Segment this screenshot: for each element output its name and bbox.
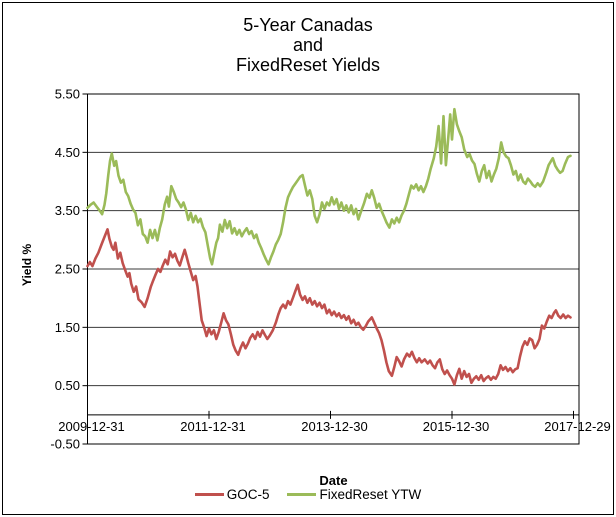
legend-label-fixedreset: FixedReset YTW: [319, 487, 422, 502]
y-tick-label: 0.50: [55, 378, 80, 393]
y-tick-label: 2.50: [55, 262, 80, 277]
series-line-goc-5: [86, 228, 572, 386]
x-tick-label: 2017-12-29: [544, 419, 611, 434]
fixedreset-line-swatch: [287, 493, 317, 496]
chart-title-line-2: and: [292, 35, 324, 55]
legend-item-fixedreset: FixedReset YTW: [287, 487, 421, 502]
x-tick-label: 2011-12-31: [180, 419, 246, 434]
series-line-fixedreset-ytw: [86, 107, 572, 266]
x-tick-label: 2009-12-31: [58, 419, 125, 434]
chart-title: 5-Year Canadas and FixedReset Yields: [0, 15, 616, 75]
y-tick-label: 3.50: [55, 203, 80, 218]
x-tick-label: 2013-12-30: [301, 419, 368, 434]
chart-title-line-3: FixedReset Yields: [235, 55, 381, 75]
y-tick-label: 1.50: [55, 320, 80, 335]
x-axis-title: Date: [319, 473, 348, 488]
goc5-line-swatch: [194, 493, 224, 496]
y-tick-label: -0.50: [50, 437, 80, 452]
y-tick-label: 4.50: [55, 145, 80, 160]
y-tick-label: 5.50: [55, 87, 80, 102]
x-tick-label: 2015-12-30: [423, 419, 490, 434]
legend: GOC-5 FixedReset YTW: [0, 487, 616, 502]
legend-item-goc5: GOC-5: [194, 487, 270, 502]
legend-label-goc5: GOC-5: [226, 487, 270, 502]
plot-border: [87, 93, 580, 445]
chart-title-line-1: 5-Year Canadas: [243, 15, 373, 35]
